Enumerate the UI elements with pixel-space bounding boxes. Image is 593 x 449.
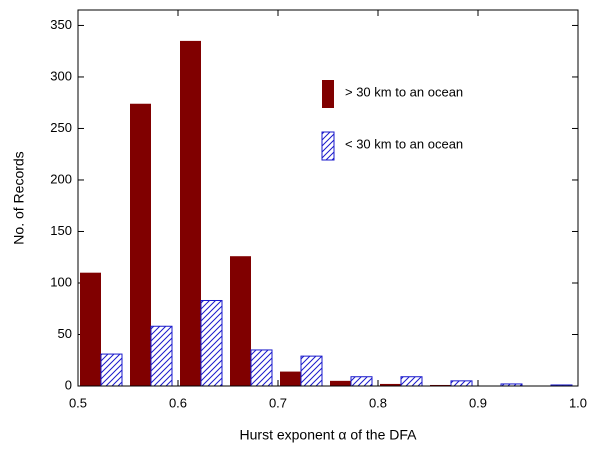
x-tick-label: 0.7	[269, 395, 287, 410]
y-tick-label: 150	[50, 223, 72, 238]
bar	[280, 371, 301, 386]
x-tick-label: 1.0	[569, 395, 587, 410]
bar	[80, 272, 101, 386]
bar	[430, 384, 451, 386]
bar	[130, 103, 151, 386]
x-tick-label: 0.5	[69, 395, 87, 410]
legend-label: < 30 km to an ocean	[345, 136, 463, 151]
bar	[400, 376, 423, 387]
plot-frame	[77, 9, 579, 387]
x-tick-label: 0.9	[469, 395, 487, 410]
y-tick-label: 250	[50, 120, 72, 135]
bar	[150, 325, 173, 387]
bar	[450, 380, 473, 387]
y-tick-label: 100	[50, 274, 72, 289]
y-tick-label: 350	[50, 17, 72, 32]
bar	[300, 355, 323, 387]
x-axis-title: Hurst exponent α of the DFA	[240, 427, 418, 443]
y-tick-label: 200	[50, 171, 72, 186]
y-tick-label: 0	[65, 377, 72, 392]
bar	[180, 40, 201, 386]
x-tick-label: 0.8	[369, 395, 387, 410]
bar	[230, 256, 251, 386]
y-axis-title: No. of Records	[11, 151, 27, 244]
bar	[100, 353, 123, 387]
bar	[350, 376, 373, 387]
bar	[330, 380, 351, 386]
bar	[380, 383, 401, 386]
y-tick-label: 300	[50, 68, 72, 83]
legend-swatch	[322, 80, 334, 108]
bar	[200, 299, 223, 387]
legend-swatch	[321, 131, 335, 161]
bar	[250, 349, 273, 387]
x-tick-label: 0.6	[169, 395, 187, 410]
y-tick-label: 50	[58, 326, 72, 341]
legend-label: > 30 km to an ocean	[345, 84, 463, 99]
